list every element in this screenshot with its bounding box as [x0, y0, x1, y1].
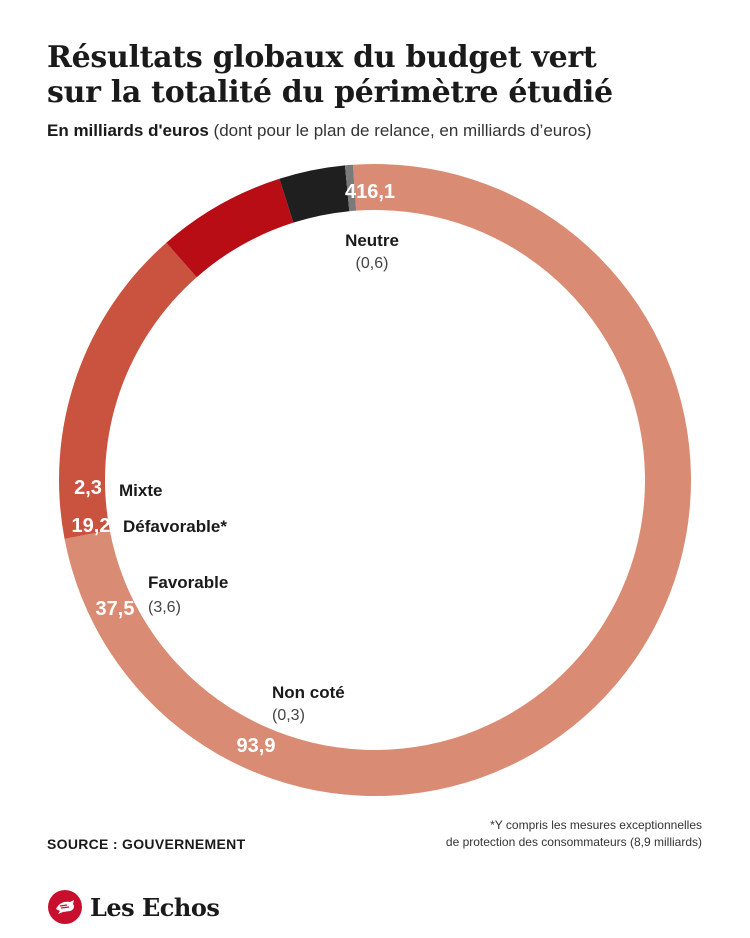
relance-label-neutre: (0,6): [356, 255, 389, 272]
footnote: *Y compris les mesures exceptionnelles d…: [382, 817, 702, 851]
category-label-defavorable: Défavorable*: [123, 517, 227, 536]
donut-slice-mixte: [344, 164, 357, 212]
chart-title-line-2: sur la totalité du périmètre étudié: [47, 75, 613, 110]
relance-label-non-cote: (0,3): [272, 707, 305, 724]
category-label-neutre: Neutre: [345, 231, 399, 250]
footnote-line-1: *Y compris les mesures exceptionnelles: [490, 818, 702, 832]
logo-text: Les Echos: [90, 892, 220, 922]
chart-title-line-1: Résultats globaux du budget vert: [47, 40, 597, 75]
data-label-defavorable: 19,2: [72, 515, 111, 537]
data-label-favorable: 37,5: [96, 598, 135, 620]
subtitle-note: (dont pour le plan de relance, en millia…: [208, 121, 592, 140]
chart-subtitle: En milliards d'euros (dont pour le plan …: [47, 121, 727, 141]
data-label-mixte: 2,3: [74, 477, 102, 499]
data-label-neutre: 416,1: [345, 181, 395, 203]
relance-label-favorable: (3,6): [148, 599, 181, 616]
footnote-line-2: de protection des consommateurs (8,9 mil…: [445, 835, 702, 849]
category-label-mixte: Mixte: [119, 481, 162, 500]
source-label: SOURCE : GOUVERNEMENT: [47, 836, 246, 852]
donut-slice-favorable: [166, 178, 294, 278]
donut-slice-non-cote: [58, 242, 197, 539]
category-label-favorable: Favorable: [148, 573, 228, 592]
data-label-non-cote: 93,9: [237, 735, 276, 757]
les-echos-logo: Les Echos: [48, 889, 220, 925]
chart-title: Résultats globaux du budget vert sur la …: [47, 40, 707, 110]
donut-slice-defavorable: [279, 165, 350, 223]
subtitle-unit: En milliards d'euros: [47, 121, 209, 140]
category-label-non-cote: Non coté: [272, 683, 345, 702]
les-echos-emblem-icon: [48, 890, 82, 924]
